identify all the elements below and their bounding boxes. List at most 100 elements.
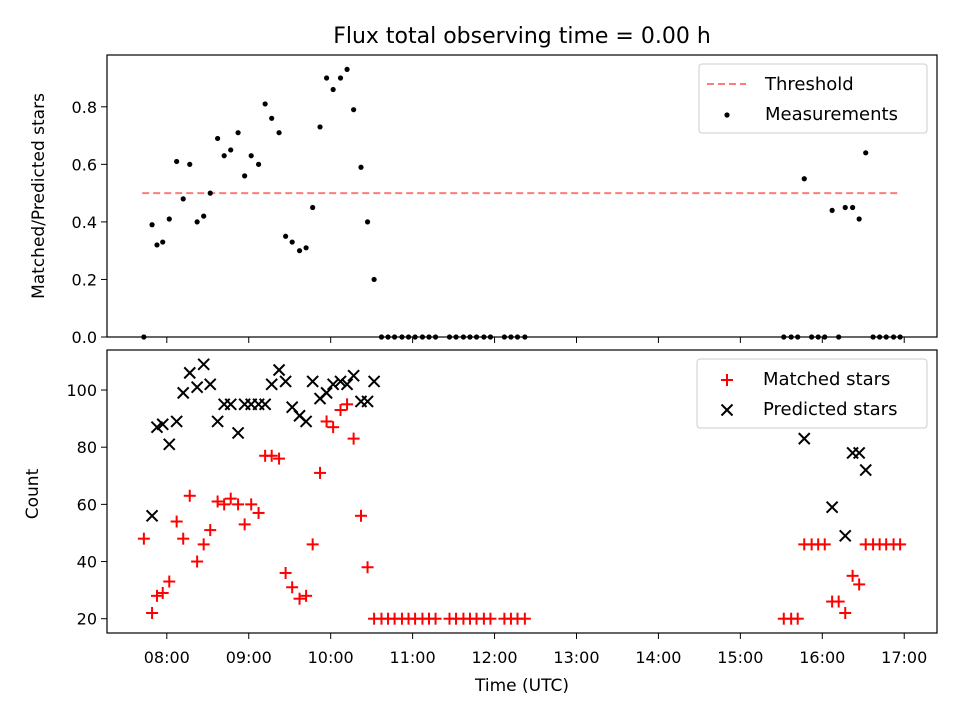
measurement-point [215,135,221,142]
matched-stars-point [146,606,159,619]
y-tick-label: 80 [77,438,97,457]
measurement-point [221,153,227,159]
chart-title: Flux total observing time = 0.00 h [333,24,711,49]
bottom-axes-frame [106,349,938,634]
y-tick-label: 20 [77,610,97,629]
predicted-stars-point [367,375,381,388]
predicted-stars-point [306,375,319,388]
predicted-stars-point [258,398,272,411]
measurement-point [317,124,323,130]
matched-stars-point [518,612,531,625]
matched-stars-point [791,612,804,625]
matched-stars-point [150,589,163,602]
predicted-stars-point [825,501,839,514]
top-panel: Matched/Predicted stars 0.00.20.40.60.8 … [29,54,938,347]
predicted-stars-point [211,415,224,428]
measurement-point [194,219,200,225]
x-tick-label: 11:00 [390,648,436,667]
measurement-point [269,115,275,121]
measurement-point [850,204,856,211]
matched-stars-point [232,498,245,511]
matched-stars-point [163,575,176,588]
matched-stars-point [320,415,333,428]
predicted-stars-point [334,375,347,388]
predicted-stars-point [197,358,210,371]
legend-predicted-label: Predicted stars [763,399,897,420]
y-tick-label: 0.8 [72,98,97,117]
matched-stars-point [252,506,265,519]
bottom-legend-box [696,358,928,429]
matched-stars-point [361,561,374,574]
legend-measurements-swatch [724,112,730,118]
measurement-point [801,176,807,182]
matched-stars-point [334,404,347,417]
measurement-point [829,207,835,213]
matched-stars-point [137,532,150,545]
predicted-stars-point [852,446,866,460]
predicted-stars-point [224,398,237,411]
matched-stars-point [300,589,313,602]
matched-stars-point [156,586,169,599]
measurement-point [160,239,166,245]
matched-stars-point [327,421,340,434]
matched-stars-point [245,498,258,511]
measurement-point [371,276,377,283]
matched-stars-point [347,432,360,445]
matched-stars-point [286,581,299,594]
x-axis-label: Time (UTC) [474,676,569,696]
matched-stars-point [839,606,852,619]
matched-stars-point [224,492,237,505]
bottom-y-ticks: 20 40 60 80 100 [66,381,107,629]
predicted-stars-point [839,529,852,543]
matched-stars-point [429,612,442,625]
matched-stars-point [818,538,831,551]
measurement-point [330,86,336,93]
measurement-point [262,101,268,107]
matched-stars-point [832,595,845,608]
y-tick-label: 0.2 [72,270,97,289]
y-tick-label: 60 [77,495,97,514]
predicted-stars-point [145,509,159,523]
matched-stars-point [273,452,286,465]
predicted-stars-point [299,415,313,428]
measurement-point [310,204,316,211]
predicted-stars-point [204,378,217,391]
x-tick-label: 17:00 [881,648,927,667]
top-y-axis-label: Matched/Predicted stars [29,93,49,299]
measurement-point [180,196,186,202]
matched-stars-point [853,578,866,591]
measurement-point [149,222,155,228]
measurement-point [364,219,371,225]
measurement-point [289,239,295,245]
bottom-y-axis-label: Count [23,468,43,519]
x-tick-label: 15:00 [717,648,763,667]
predicted-stars-point [176,386,190,400]
matched-stars-point [354,509,367,522]
matched-stars-point [177,532,190,545]
x-tick-label: 09:00 [226,648,272,667]
measurement-point [856,216,862,222]
measurement-point [283,233,289,239]
measurement-point [303,245,309,251]
predicted-stars-point [361,395,374,408]
x-tick-label: 14:00 [635,648,681,667]
measurement-point [248,153,254,159]
x-tick-label: 16:00 [799,648,845,667]
matched-stars-point [197,538,210,551]
matched-stars-point [218,498,231,511]
measurement-point [323,75,330,81]
measurement-point [228,147,234,153]
x-tick-label: 10:00 [308,648,354,667]
x-tick-label: 13:00 [553,648,599,667]
matched-stars-point [293,592,306,605]
matched-stars-point [238,518,251,531]
predicted-stars-point [320,386,333,400]
predicted-stars-point [231,426,245,440]
legend-threshold-label: Threshold [764,74,854,95]
y-tick-label: 40 [77,553,97,572]
predicted-stars-point [156,418,169,431]
measurement-point [337,75,344,81]
matched-stars-point [894,538,907,551]
measurement-point [166,216,172,222]
matched-stars-point [170,515,183,528]
